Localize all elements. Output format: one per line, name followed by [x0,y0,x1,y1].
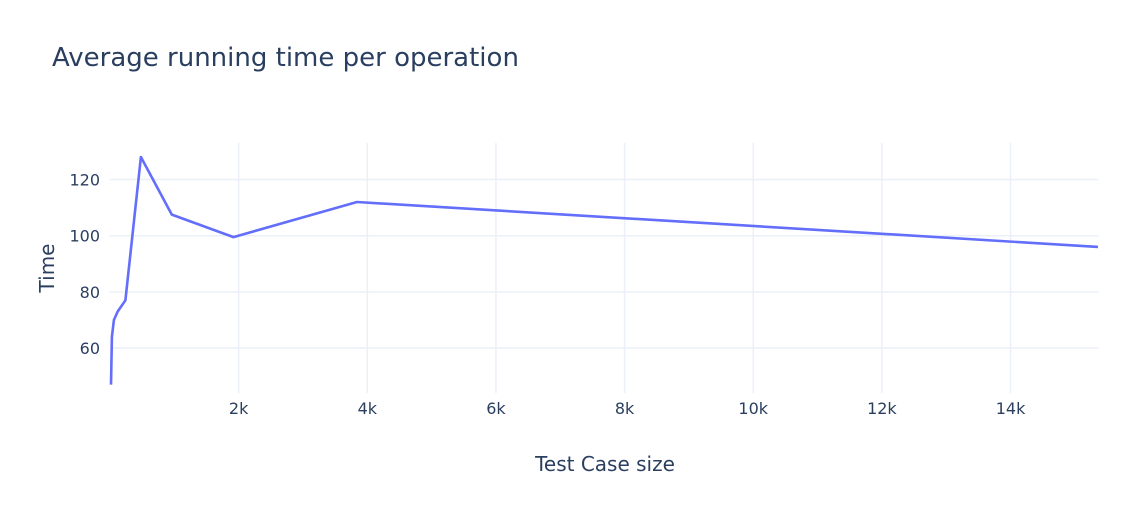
x-tick-label: 14k [996,399,1026,418]
x-tick-label: 4k [358,399,378,418]
y-tick-label: 60 [80,339,100,358]
chart-title: Average running time per operation [52,43,519,73]
x-tick-labels: 2k 4k 6k 8k 10k 12k 14k [229,399,1026,418]
x-tick-label: 2k [229,399,249,418]
series-line [109,155,1099,385]
y-tick-labels: 60 80 100 120 [69,171,100,359]
x-axis-title: Test Case size [534,452,675,476]
x-tick-label: 10k [738,399,768,418]
y-axis-title: Time [35,244,59,294]
y-tick-label: 100 [69,227,100,246]
y-tick-label: 80 [80,283,100,302]
x-tick-label: 8k [615,399,635,418]
series-layer [109,155,1099,385]
x-tick-label: 6k [486,399,506,418]
x-tick-label: 12k [867,399,897,418]
y-tick-label: 120 [69,171,100,190]
